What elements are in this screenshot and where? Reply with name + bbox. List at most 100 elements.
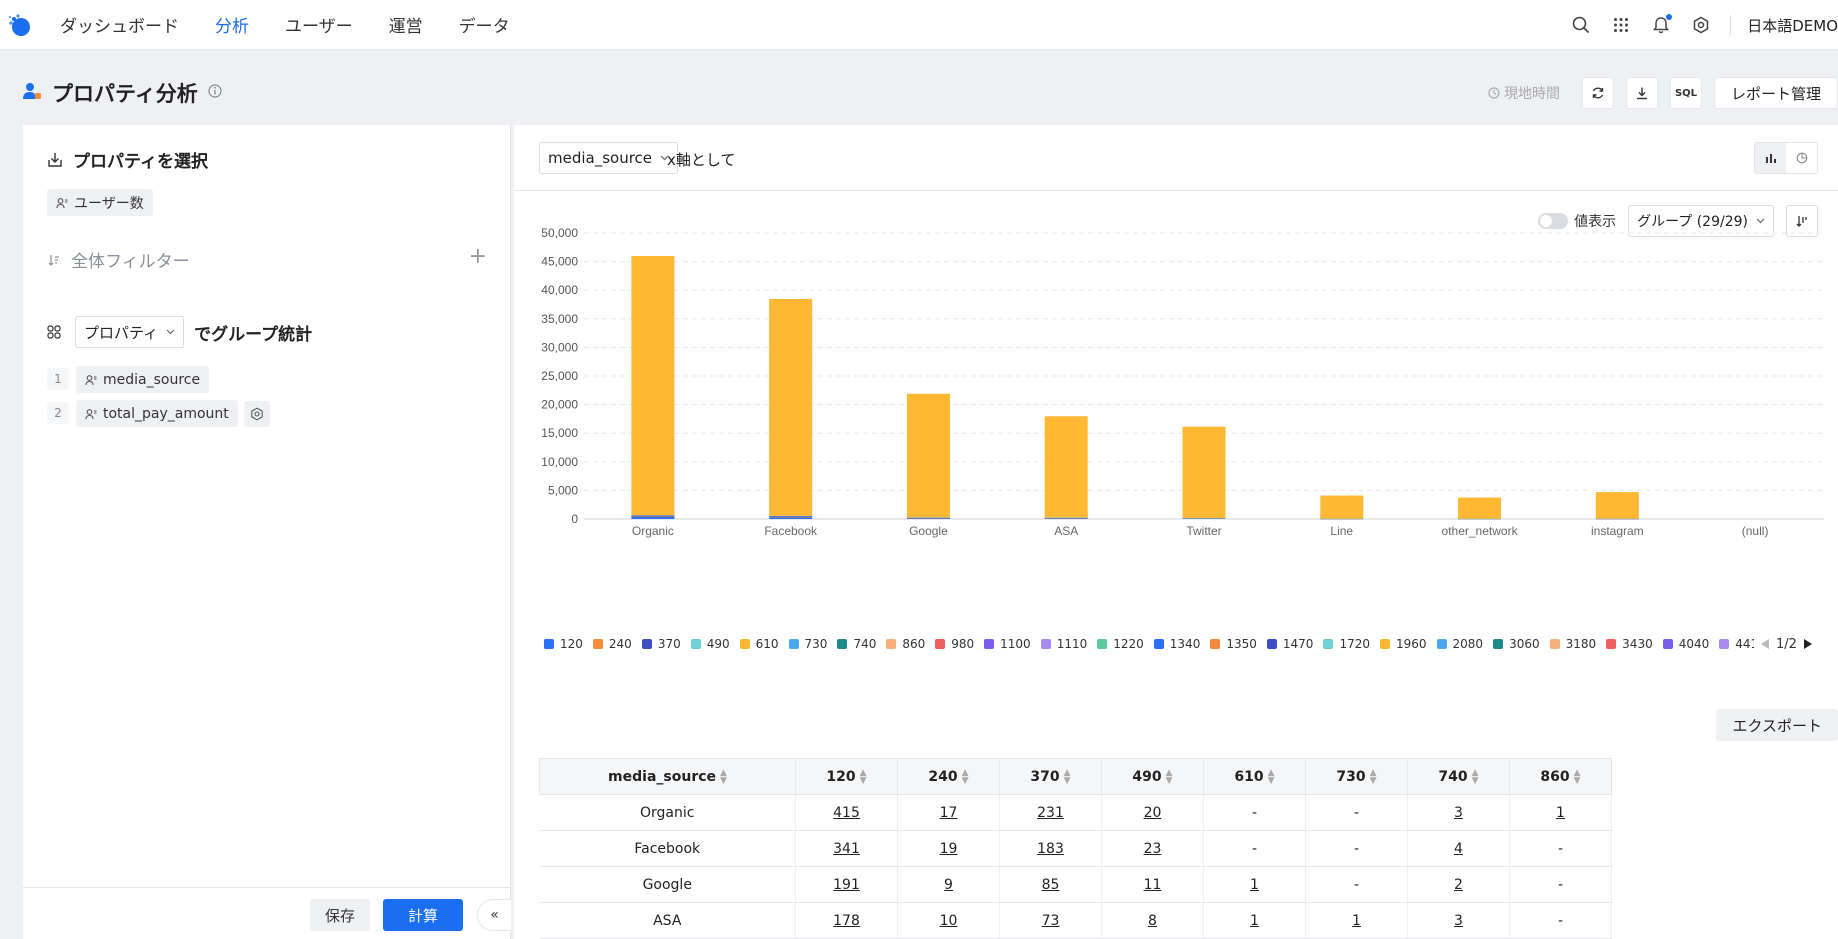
group-item-total-pay-amount[interactable]: total_pay_amount [76, 400, 238, 427]
legend-item[interactable]: 1470 [1266, 637, 1313, 651]
bar-segment[interactable] [769, 515, 813, 517]
bar-segment[interactable] [1320, 495, 1364, 519]
value-cell[interactable]: 1 [1203, 902, 1306, 939]
value-cell[interactable]: 341 [795, 830, 898, 867]
group-select[interactable]: グループ (29/29) [1628, 205, 1774, 237]
bar-segment[interactable] [1458, 497, 1502, 519]
value-cell[interactable]: 73 [999, 902, 1102, 939]
value-cell[interactable]: 23 [1101, 830, 1204, 867]
legend-item[interactable]: 2080 [1436, 637, 1483, 651]
calculate-button[interactable]: 計算 [383, 899, 463, 931]
bar-segment[interactable] [769, 298, 813, 516]
bar-segment[interactable] [1044, 517, 1088, 519]
value-cell[interactable]: 17 [897, 794, 1000, 831]
bar-segment[interactable] [1595, 492, 1639, 519]
legend-item[interactable]: 1350 [1210, 637, 1257, 651]
bar-segment[interactable] [906, 517, 950, 519]
global-filter-row[interactable]: 全体フィルター + [47, 244, 487, 272]
bar-segment[interactable] [769, 515, 813, 517]
legend-item[interactable]: 1340 [1153, 637, 1200, 651]
legend-item[interactable]: 3180 [1549, 637, 1596, 651]
info-icon[interactable] [208, 84, 222, 102]
sort-arrows-icon[interactable]: ▲ ▼ [859, 767, 867, 786]
sort-arrows-icon[interactable]: ▲ ▼ [961, 767, 969, 786]
bar-segment[interactable] [1182, 426, 1226, 518]
value-cell[interactable]: 85 [999, 866, 1102, 903]
value-cell[interactable]: 1 [1509, 794, 1612, 831]
bar-chart-button[interactable] [1755, 143, 1786, 173]
metric-chip[interactable]: ユーザー数 [47, 189, 153, 216]
bar-segment[interactable] [1182, 518, 1226, 519]
sort-arrows-icon[interactable]: ▲ ▼ [1369, 767, 1377, 786]
bar-segment[interactable] [1182, 517, 1226, 519]
legend-item[interactable]: 1220 [1097, 637, 1144, 651]
bar-segment[interactable] [906, 393, 950, 518]
column-header[interactable]: media_source ▲ ▼ [539, 758, 796, 795]
column-header[interactable]: 610 ▲ ▼ [1203, 758, 1306, 795]
show-values-toggle[interactable] [1538, 213, 1569, 229]
value-cell[interactable]: 9 [897, 866, 1000, 903]
value-cell[interactable]: 3 [1407, 794, 1510, 831]
report-manage-button[interactable]: レポート管理 [1713, 77, 1838, 109]
pie-chart-button[interactable] [1786, 143, 1817, 173]
bar-segment[interactable] [631, 515, 675, 516]
group-item-media-source[interactable]: media_source [76, 366, 210, 393]
download-button[interactable] [1625, 77, 1658, 109]
sort-arrows-icon[interactable]: ▲ ▼ [1267, 767, 1275, 786]
column-header[interactable]: 860 ▲ ▼ [1509, 758, 1612, 795]
nav-item-2[interactable]: ユーザー [285, 17, 353, 37]
x-axis-select[interactable]: media_source [539, 142, 679, 174]
value-cell[interactable]: 11 [1101, 866, 1204, 903]
sort-arrows-icon[interactable]: ▲ ▼ [1573, 767, 1581, 786]
bar-segment[interactable] [1458, 518, 1502, 520]
nav-item-3[interactable]: 運営 [388, 17, 423, 37]
sort-arrows-icon[interactable]: ▲ ▼ [720, 767, 727, 786]
legend-item[interactable]: 610 [739, 637, 779, 651]
value-cell[interactable]: 2 [1407, 866, 1510, 903]
bell-icon[interactable] [1650, 14, 1673, 36]
sql-button[interactable]: SQL [1669, 77, 1702, 109]
bar-segment[interactable] [1044, 416, 1088, 518]
value-cell[interactable]: 10 [897, 902, 1000, 939]
apps-grid-icon[interactable] [1610, 14, 1632, 36]
bar-segment[interactable] [1320, 518, 1364, 520]
value-cell[interactable]: 20 [1101, 794, 1204, 831]
bar-segment[interactable] [769, 517, 813, 519]
timezone-label[interactable]: 現地時間 [1488, 83, 1560, 103]
column-header[interactable]: 730 ▲ ▼ [1305, 758, 1408, 795]
nav-item-1[interactable]: 分析 [215, 17, 249, 37]
refresh-button[interactable] [1581, 77, 1614, 109]
sort-arrows-icon[interactable]: ▲ ▼ [1471, 767, 1479, 786]
column-header[interactable]: 120 ▲ ▼ [795, 758, 898, 795]
value-cell[interactable]: 1 [1305, 902, 1408, 939]
value-cell[interactable]: 4 [1407, 830, 1510, 867]
value-cell[interactable]: 191 [795, 866, 898, 903]
bar-segment[interactable] [631, 515, 675, 517]
nav-item-0[interactable]: ダッシュボード [60, 17, 179, 37]
legend-item[interactable]: 240 [592, 637, 632, 651]
column-header[interactable]: 370 ▲ ▼ [999, 758, 1102, 795]
sort-button[interactable] [1786, 205, 1818, 237]
legend-prev-icon[interactable] [1760, 638, 1770, 650]
bar-segment[interactable] [631, 516, 675, 519]
bar-segment[interactable] [769, 516, 813, 518]
legend-item[interactable]: 1100 [984, 637, 1031, 651]
value-cell[interactable]: 415 [795, 794, 898, 831]
legend-item[interactable]: 1720 [1323, 637, 1370, 651]
value-cell[interactable]: 178 [795, 902, 898, 939]
search-icon[interactable] [1570, 14, 1592, 36]
legend-item[interactable]: 4040 [1662, 637, 1709, 651]
value-cell[interactable]: 231 [999, 794, 1102, 831]
column-header[interactable]: 240 ▲ ▼ [897, 758, 1000, 795]
account-name[interactable]: 日本語DEMO [1747, 16, 1838, 35]
legend-item[interactable]: 120 [544, 637, 583, 651]
value-cell[interactable]: 183 [999, 830, 1102, 867]
legend-item[interactable]: 1110 [1040, 637, 1087, 651]
gear-icon[interactable] [1690, 14, 1712, 36]
app-logo[interactable] [2, 7, 38, 43]
sort-arrows-icon[interactable]: ▲ ▼ [1165, 767, 1173, 786]
bar-segment[interactable] [631, 255, 675, 516]
legend-item[interactable]: 4410 [1719, 637, 1754, 651]
bar-segment[interactable] [631, 516, 675, 518]
collapse-panel-button[interactable]: « [477, 899, 511, 931]
